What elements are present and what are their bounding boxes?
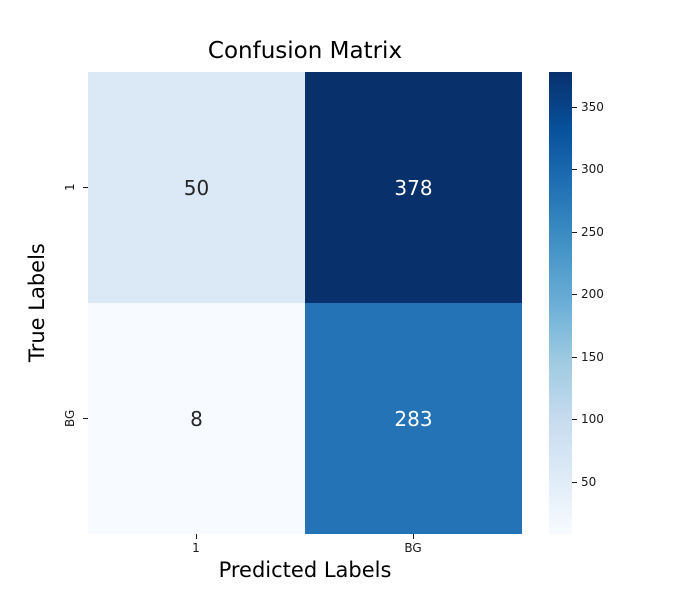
colorbar-tick-label: 350 bbox=[581, 100, 604, 114]
colorbar-tick-mark bbox=[572, 107, 577, 108]
chart-title: Confusion Matrix bbox=[207, 38, 403, 64]
x-tick-mark bbox=[413, 534, 414, 539]
colorbar-tick-label: 50 bbox=[581, 475, 597, 489]
colorbar-tick-mark bbox=[572, 232, 577, 233]
heatmap-cell-true1-pred1: 50 bbox=[88, 72, 305, 303]
y-tick-label-bg: BG bbox=[63, 409, 77, 427]
colorbar-tick-mark bbox=[572, 357, 577, 358]
cell-value: 283 bbox=[394, 406, 433, 431]
colorbar-gradient bbox=[549, 72, 572, 534]
colorbar-tick-mark bbox=[572, 419, 577, 420]
colorbar-tick-mark bbox=[572, 482, 577, 483]
cell-value: 50 bbox=[183, 175, 210, 200]
heatmap-cell-true1-predBG: 378 bbox=[305, 72, 522, 303]
heatmap-cell-trueBG-predBG: 283 bbox=[305, 303, 522, 534]
y-tick-mark bbox=[83, 418, 88, 419]
colorbar-tick-mark bbox=[572, 294, 577, 295]
colorbar-tick-label: 300 bbox=[581, 162, 604, 176]
x-axis-label: Predicted Labels bbox=[218, 558, 392, 582]
heatmap-cell-trueBG-pred1: 8 bbox=[88, 303, 305, 534]
colorbar-tick-label: 100 bbox=[581, 412, 604, 426]
colorbar-tick-label: 250 bbox=[581, 225, 604, 239]
y-axis-label: True Labels bbox=[25, 243, 49, 363]
y-tick-label-1: 1 bbox=[63, 183, 77, 191]
heatmap-grid: 50 378 8 283 bbox=[88, 72, 522, 534]
x-tick-mark bbox=[196, 534, 197, 539]
y-tick-mark bbox=[83, 187, 88, 188]
x-tick-label-1: 1 bbox=[192, 541, 200, 555]
x-tick-label-bg: BG bbox=[404, 541, 422, 555]
colorbar-tick-label: 150 bbox=[581, 350, 604, 364]
colorbar-tick-label: 200 bbox=[581, 287, 604, 301]
cell-value: 8 bbox=[190, 406, 203, 431]
cell-value: 378 bbox=[394, 175, 433, 200]
colorbar-tick-mark bbox=[572, 169, 577, 170]
